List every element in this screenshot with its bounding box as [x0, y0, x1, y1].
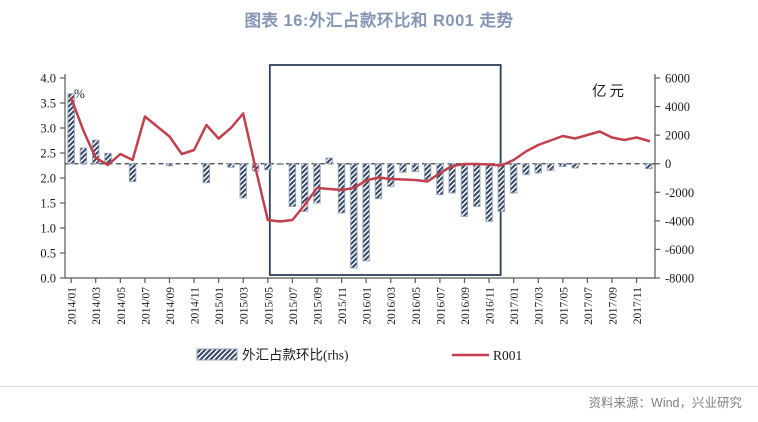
- svg-text:2017/01: 2017/01: [509, 287, 521, 325]
- svg-text:2017/07: 2017/07: [583, 287, 595, 325]
- svg-text:2017/05: 2017/05: [558, 287, 570, 325]
- axis-tick-labels: 4.0 3.5 3.0 2.5 2.0 1.5 1.0 0.5 0.0 6000 4000 2000 0…: [40, 72, 694, 325]
- svg-text:2015/07: 2015/07: [288, 287, 300, 325]
- footer-divider: [0, 386, 758, 387]
- r001-line-series: [69, 96, 651, 223]
- svg-text:2000: 2000: [665, 129, 690, 143]
- axes: [60, 74, 660, 283]
- svg-text:2017/09: 2017/09: [607, 287, 619, 325]
- legend-bar-swatch: [196, 348, 238, 361]
- svg-text:3.0: 3.0: [40, 122, 56, 136]
- svg-text:2.0: 2.0: [40, 172, 56, 186]
- chart-title: 图表 16:外汇占款环比和 R001 走势: [244, 12, 514, 30]
- svg-text:2016/07: 2016/07: [435, 287, 447, 325]
- svg-text:-2000: -2000: [665, 186, 694, 200]
- svg-text:1.0: 1.0: [40, 222, 56, 236]
- svg-text:-8000: -8000: [665, 272, 694, 286]
- unit-labels: % 亿元: [74, 83, 627, 101]
- svg-text:2015/11: 2015/11: [337, 287, 349, 325]
- legend-line-label: R001: [493, 348, 522, 363]
- svg-text:4000: 4000: [665, 100, 690, 114]
- svg-text:0.0: 0.0: [40, 272, 56, 286]
- svg-text:1.5: 1.5: [40, 197, 56, 211]
- svg-text:2015/09: 2015/09: [312, 287, 324, 325]
- bars-series: [67, 93, 653, 269]
- svg-text:6000: 6000: [665, 72, 690, 86]
- svg-text:2014/11: 2014/11: [190, 287, 202, 325]
- svg-text:2.5: 2.5: [40, 147, 56, 161]
- svg-text:2015/05: 2015/05: [263, 287, 275, 325]
- svg-text:3.5: 3.5: [40, 97, 56, 111]
- legend: 外汇占款环比(rhs) R001: [196, 348, 522, 363]
- svg-text:-6000: -6000: [665, 243, 694, 257]
- svg-text:2014/05: 2014/05: [116, 287, 128, 325]
- svg-text:-4000: -4000: [665, 214, 694, 228]
- svg-text:2015/01: 2015/01: [214, 287, 226, 325]
- svg-text:2016/09: 2016/09: [460, 287, 472, 325]
- svg-text:2014/03: 2014/03: [91, 287, 103, 325]
- source-note: 资料来源：Wind，兴业研究: [588, 396, 742, 410]
- svg-text:2014/09: 2014/09: [165, 287, 177, 325]
- right-axis-unit-label: 亿元: [592, 83, 627, 100]
- svg-text:2015/03: 2015/03: [239, 287, 251, 325]
- svg-text:2014/07: 2014/07: [140, 287, 152, 325]
- left-axis-unit-label: %: [74, 86, 85, 101]
- svg-text:4.0: 4.0: [40, 72, 56, 86]
- legend-bar-label: 外汇占款环比(rhs): [242, 348, 349, 363]
- svg-text:2016/03: 2016/03: [386, 287, 398, 325]
- svg-text:2017/03: 2017/03: [534, 287, 546, 325]
- svg-text:2014/01: 2014/01: [67, 287, 79, 325]
- svg-text:2017/11: 2017/11: [632, 287, 644, 325]
- svg-text:2016/11: 2016/11: [485, 287, 497, 325]
- svg-text:0.5: 0.5: [40, 247, 56, 261]
- svg-text:2016/01: 2016/01: [362, 287, 374, 325]
- svg-text:2016/05: 2016/05: [411, 287, 423, 325]
- svg-text:0: 0: [665, 157, 671, 171]
